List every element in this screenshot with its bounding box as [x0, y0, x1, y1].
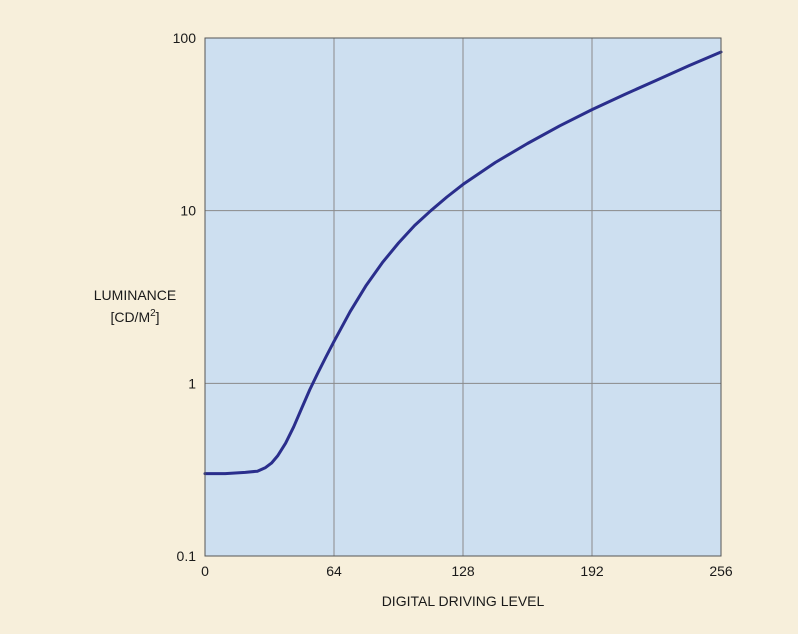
y-axis-label-line2: [CD/M2] — [110, 308, 159, 325]
y-tick-label: 100 — [173, 30, 197, 46]
grid — [205, 38, 721, 556]
y-axis-unit-superscript: 2 — [150, 308, 156, 319]
y-tick-label: 10 — [180, 203, 196, 219]
plot-frame — [204, 37, 722, 557]
y-axis-label-line1: LUMINANCE — [94, 287, 176, 303]
y-axis-unit-prefix: [CD/M — [110, 309, 150, 325]
x-tick-label: 0 — [201, 563, 209, 579]
x-tick-label: 64 — [326, 563, 342, 579]
y-axis-unit-suffix: ] — [156, 309, 160, 325]
y-tick-label: 0.1 — [177, 548, 197, 564]
x-tick-label: 256 — [709, 563, 733, 579]
x-tick-label: 192 — [580, 563, 604, 579]
y-tick-label: 1 — [188, 375, 196, 391]
tick-labels: 0 64 128 192 256 0.1 1 10 100 — [173, 30, 733, 579]
luminance-curve — [203, 50, 723, 476]
x-tick-label: 128 — [451, 563, 475, 579]
x-axis-label: DIGITAL DRIVING LEVEL — [382, 593, 545, 609]
